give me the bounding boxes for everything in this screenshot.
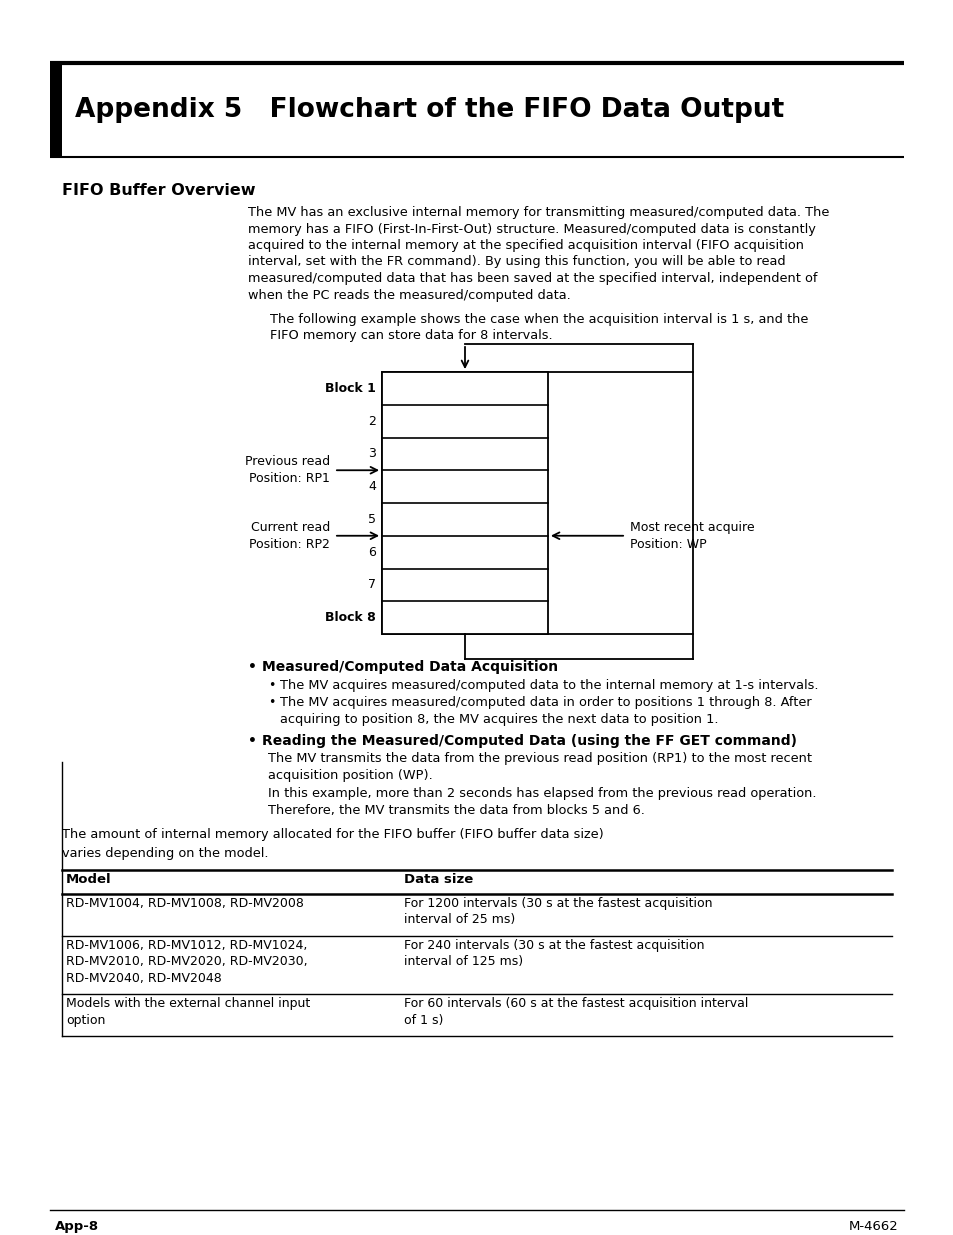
Text: The MV transmits the data from the previous read position (RP1) to the most rece: The MV transmits the data from the previ…	[268, 752, 811, 766]
Text: FIFO memory can store data for 8 intervals.: FIFO memory can store data for 8 interva…	[270, 330, 552, 342]
Text: The MV has an exclusive internal memory for transmitting measured/computed data.: The MV has an exclusive internal memory …	[248, 206, 828, 219]
Text: interval of 125 ms): interval of 125 ms)	[403, 956, 522, 968]
Text: The MV acquires measured/computed data in order to positions 1 through 8. After: The MV acquires measured/computed data i…	[280, 697, 811, 709]
Text: memory has a FIFO (First-In-First-Out) structure. Measured/computed data is cons: memory has a FIFO (First-In-First-Out) s…	[248, 222, 815, 236]
Bar	[381, 372, 692, 634]
Text: RD-MV2040, RD-MV2048: RD-MV2040, RD-MV2048	[66, 972, 221, 984]
Text: interval of 25 ms): interval of 25 ms)	[403, 914, 515, 926]
Text: •: •	[248, 735, 256, 748]
Text: measured/computed data that has been saved at the specified interval, independen: measured/computed data that has been sav…	[248, 272, 817, 285]
Text: acquiring to position 8, the MV acquires the next data to position 1.: acquiring to position 8, the MV acquires…	[280, 713, 718, 726]
Text: 6: 6	[368, 546, 375, 558]
Text: Data size: Data size	[403, 873, 473, 887]
Text: M-4662: M-4662	[848, 1220, 898, 1233]
Text: of 1 s): of 1 s)	[403, 1014, 443, 1026]
Text: RD-MV2010, RD-MV2020, RD-MV2030,: RD-MV2010, RD-MV2020, RD-MV2030,	[66, 956, 307, 968]
Text: 4: 4	[368, 480, 375, 493]
Text: The following example shows the case when the acquisition interval is 1 s, and t: The following example shows the case whe…	[270, 312, 807, 326]
Text: FIFO Buffer Overview: FIFO Buffer Overview	[62, 183, 255, 198]
Text: For 1200 intervals (30 s at the fastest acquisition: For 1200 intervals (30 s at the fastest …	[403, 897, 712, 910]
Text: •: •	[268, 679, 275, 692]
Text: Models with the external channel input: Models with the external channel input	[66, 998, 310, 1010]
Text: varies depending on the model.: varies depending on the model.	[62, 847, 268, 861]
Text: Therefore, the MV transmits the data from blocks 5 and 6.: Therefore, the MV transmits the data fro…	[268, 804, 644, 816]
Text: For 240 intervals (30 s at the fastest acquisition: For 240 intervals (30 s at the fastest a…	[403, 939, 703, 952]
Text: Model: Model	[66, 873, 112, 887]
Text: option: option	[66, 1014, 105, 1026]
Text: •: •	[248, 659, 256, 674]
Text: Reading the Measured/Computed Data (using the FF GET command): Reading the Measured/Computed Data (usin…	[262, 735, 796, 748]
Text: For 60 intervals (60 s at the fastest acquisition interval: For 60 intervals (60 s at the fastest ac…	[403, 998, 747, 1010]
Text: Position: WP: Position: WP	[629, 537, 706, 551]
Text: acquisition position (WP).: acquisition position (WP).	[268, 769, 433, 782]
Text: App-8: App-8	[55, 1220, 99, 1233]
Text: RD-MV1006, RD-MV1012, RD-MV1024,: RD-MV1006, RD-MV1012, RD-MV1024,	[66, 939, 307, 952]
Text: 2: 2	[368, 415, 375, 427]
Text: Most recent acquire: Most recent acquire	[629, 521, 754, 534]
Text: 3: 3	[368, 447, 375, 461]
Text: interval, set with the FR command). By using this function, you will be able to : interval, set with the FR command). By u…	[248, 256, 785, 268]
Text: Previous read: Previous read	[245, 456, 330, 468]
Bar	[381, 372, 547, 634]
Text: The amount of internal memory allocated for the FIFO buffer (FIFO buffer data si: The amount of internal memory allocated …	[62, 829, 603, 841]
Text: •: •	[268, 697, 275, 709]
Bar	[50, 63, 62, 157]
Text: when the PC reads the measured/computed data.: when the PC reads the measured/computed …	[248, 289, 570, 301]
Text: In this example, more than 2 seconds has elapsed from the previous read operatio: In this example, more than 2 seconds has…	[268, 787, 816, 800]
Text: Block 1: Block 1	[325, 382, 375, 395]
Text: Position: RP1: Position: RP1	[249, 472, 330, 485]
Text: Appendix 5   Flowchart of the FIFO Data Output: Appendix 5 Flowchart of the FIFO Data Ou…	[75, 98, 783, 124]
Text: RD-MV1004, RD-MV1008, RD-MV2008: RD-MV1004, RD-MV1008, RD-MV2008	[66, 897, 304, 910]
Text: 7: 7	[368, 578, 375, 592]
Text: Current read: Current read	[251, 521, 330, 534]
Text: acquired to the internal memory at the specified acquisition interval (FIFO acqu: acquired to the internal memory at the s…	[248, 240, 803, 252]
Text: The MV acquires measured/computed data to the internal memory at 1-s intervals.: The MV acquires measured/computed data t…	[280, 679, 818, 692]
Text: Measured/Computed Data Acquisition: Measured/Computed Data Acquisition	[262, 659, 558, 674]
Text: 5: 5	[368, 513, 375, 526]
Text: Position: RP2: Position: RP2	[249, 537, 330, 551]
Text: Block 8: Block 8	[325, 611, 375, 624]
